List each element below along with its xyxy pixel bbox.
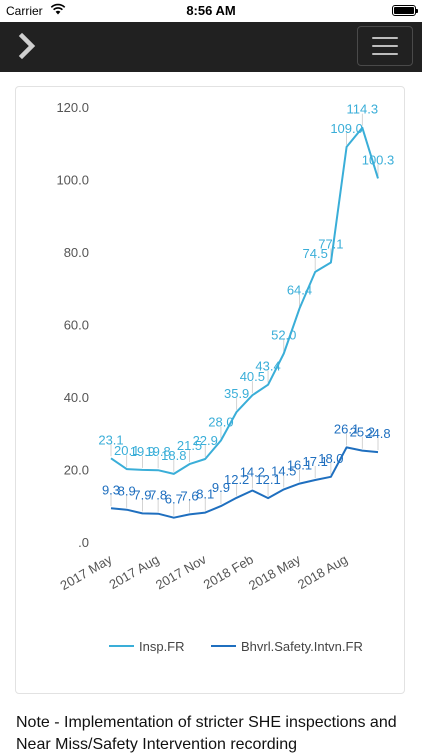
data-label: 28.0	[208, 415, 233, 430]
data-label: 35.9	[224, 386, 249, 401]
legend-item-insp-fr: Insp.FR	[139, 639, 185, 654]
note-text: Note - Implementation of stricter SHE in…	[16, 712, 411, 756]
data-label: 52.0	[271, 328, 296, 343]
y-tick-label: 80.0	[64, 245, 89, 260]
data-label: 114.3	[347, 102, 379, 117]
data-label: 18.0	[318, 451, 343, 466]
hamburger-menu-button[interactable]	[357, 26, 413, 66]
y-tick-label: 100.0	[56, 173, 89, 188]
x-tick-label: 2017 Nov	[153, 551, 209, 592]
data-label: 43.4	[255, 359, 280, 374]
y-tick-label: 120.0	[56, 100, 89, 115]
hamburger-menu-icon	[372, 37, 398, 39]
chevron-right-icon[interactable]	[14, 32, 42, 60]
legend-item-bhvrl-safety-intvn-fr: Bhvrl.Safety.Intvn.FR	[241, 639, 363, 654]
data-label: 24.8	[365, 426, 390, 441]
x-tick-label: 2018 Feb	[201, 552, 256, 592]
data-label: 22.9	[193, 433, 218, 448]
x-tick-label: 2018 May	[246, 551, 303, 593]
data-label: 77.1	[318, 237, 343, 252]
data-label: 109.0	[330, 121, 363, 136]
data-label: 64.4	[287, 283, 312, 298]
y-tick-label: 60.0	[64, 318, 89, 333]
y-tick-label: .0	[78, 535, 89, 550]
x-tick-label: 2017 Aug	[107, 552, 162, 592]
data-label: 100.3	[362, 152, 395, 167]
clock-time: 8:56 AM	[0, 3, 422, 18]
y-tick-label: 40.0	[64, 390, 89, 405]
y-tick-label: 20.0	[64, 463, 89, 478]
navigation-bar	[0, 22, 422, 72]
x-tick-label: 2018 Aug	[295, 552, 350, 592]
status-bar: Carrier 8:56 AM	[0, 0, 422, 22]
battery-icon	[392, 5, 416, 16]
x-tick-label: 2017 May	[58, 551, 115, 593]
